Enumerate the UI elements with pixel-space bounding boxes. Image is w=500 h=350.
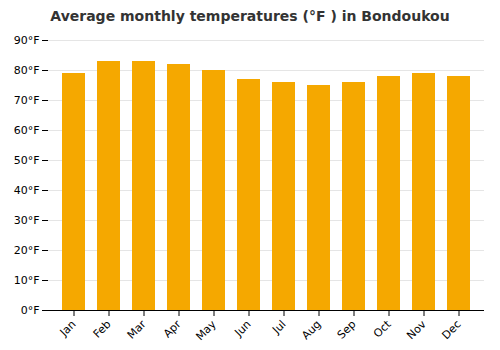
svg-text:70°F: 70°F (14, 94, 40, 107)
svg-text:30°F: 30°F (14, 214, 40, 227)
svg-text:80°F: 80°F (14, 64, 40, 77)
svg-text:90°F: 90°F (14, 34, 40, 47)
svg-text:Jan: Jan (57, 318, 79, 340)
svg-text:40°F: 40°F (14, 184, 40, 197)
svg-text:20°F: 20°F (14, 244, 40, 257)
svg-text:Mar: Mar (125, 317, 149, 341)
svg-text:60°F: 60°F (14, 124, 40, 137)
svg-text:May: May (193, 317, 219, 343)
svg-text:Oct: Oct (371, 317, 394, 340)
svg-text:50°F: 50°F (14, 154, 40, 167)
svg-text:Dec: Dec (439, 318, 463, 342)
svg-text:Aug: Aug (299, 318, 323, 342)
svg-text:0°F: 0°F (21, 304, 40, 317)
svg-text:10°F: 10°F (14, 274, 40, 287)
svg-text:Apr: Apr (161, 317, 184, 340)
svg-text:Sep: Sep (335, 318, 359, 342)
svg-text:Nov: Nov (404, 317, 429, 342)
svg-text:Jun: Jun (232, 318, 254, 340)
html-text:Average monthly temperatures (: Average monthly temperatures (°F ) in Bo… (50, 8, 450, 24)
svg-text:Feb: Feb (91, 318, 114, 341)
svg-text:Jul: Jul (269, 318, 288, 337)
